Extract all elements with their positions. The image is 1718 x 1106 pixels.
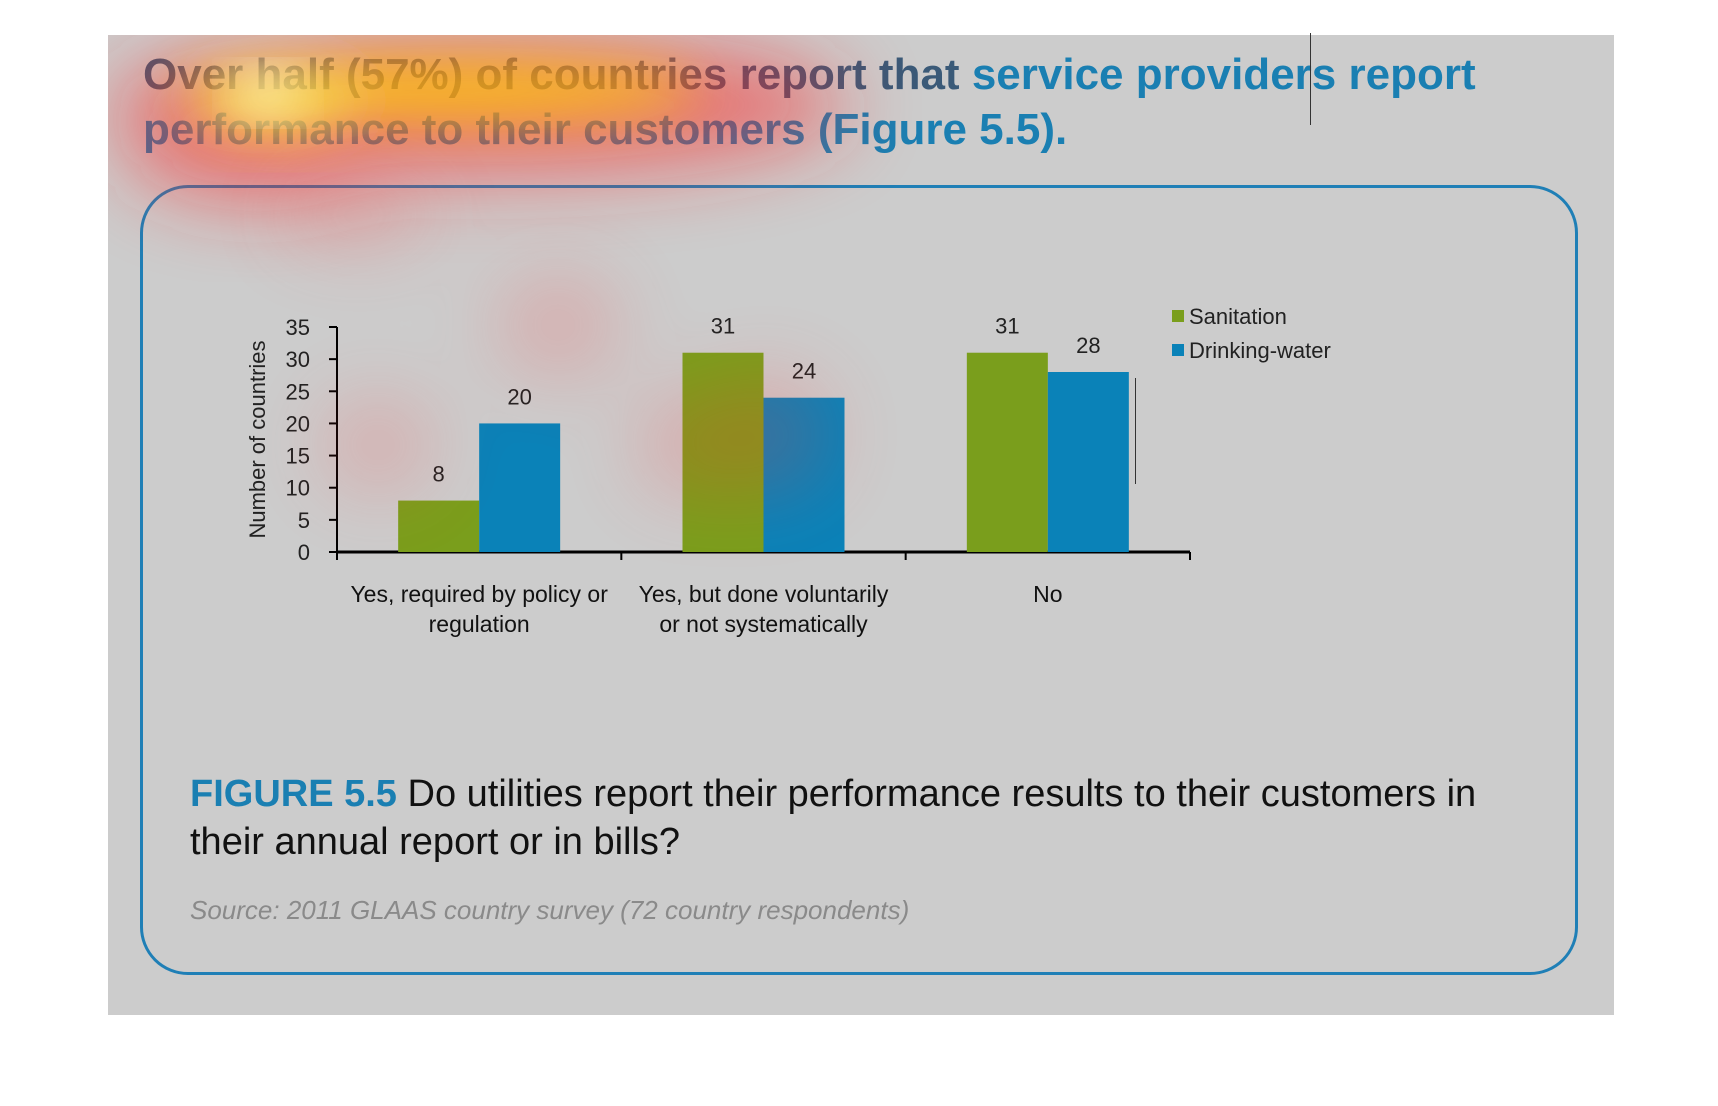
bar-sanitation	[682, 352, 764, 552]
figure-caption-text: Do utilities report their performance re…	[190, 773, 1477, 863]
x-category-label: Yes, but done voluntarily	[639, 581, 889, 607]
figure-card	[140, 185, 1578, 975]
slide-heading: Over half (57%) of countries report that…	[143, 47, 1563, 157]
figure-label: FIGURE 5.5	[190, 773, 397, 815]
data-label: 20	[507, 384, 531, 409]
x-category-label: Yes, required by policy or	[350, 581, 608, 607]
figure-source: Source: 2011 GLAAS country survey (72 co…	[190, 895, 910, 925]
bar-sanitation	[398, 500, 480, 552]
y-tick-label: 10	[286, 476, 310, 501]
data-label: 8	[433, 462, 445, 487]
x-category-label: No	[1033, 581, 1062, 607]
y-tick-label: 25	[286, 379, 310, 404]
y-axis-label: Number of countries	[245, 340, 270, 538]
x-category-label: regulation	[429, 611, 530, 637]
x-category-label: or not systematically	[659, 611, 868, 637]
bar-drinking-water	[479, 423, 561, 552]
text-cursor	[1310, 33, 1311, 125]
y-tick-label: 20	[286, 411, 310, 436]
figure-caption: FIGURE 5.5 Do utilities report their per…	[190, 770, 1560, 866]
legend-swatch-drinking-water	[1172, 344, 1184, 356]
bar-chart: 0 5 10 15 20 25 30 35 Number of countries 8 20 Yes,…	[245, 304, 1331, 637]
heading-text-part1: Over half (57%) of countries report that	[143, 50, 972, 99]
legend-label: Sanitation	[1189, 304, 1287, 329]
bar-drinking-water	[763, 397, 845, 552]
y-tick-label: 15	[286, 444, 310, 469]
y-tick-label: 30	[286, 347, 310, 372]
data-label: 31	[711, 314, 735, 339]
bar-sanitation	[966, 352, 1048, 552]
y-tick-label: 5	[298, 508, 310, 533]
data-label: 24	[792, 359, 816, 384]
y-tick-label: 0	[298, 540, 310, 565]
data-label: 31	[995, 314, 1019, 339]
vertical-marker	[1135, 378, 1136, 484]
bar-drinking-water	[1047, 372, 1129, 552]
legend-swatch-sanitation	[1172, 310, 1184, 322]
legend-label: Drinking-water	[1189, 338, 1331, 363]
data-label: 28	[1076, 333, 1100, 358]
y-tick-label: 35	[286, 315, 310, 340]
slide: Over half (57%) of countries report that…	[108, 35, 1614, 1015]
